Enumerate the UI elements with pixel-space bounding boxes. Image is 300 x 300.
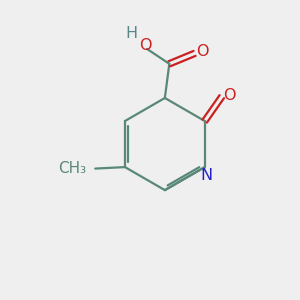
Text: O: O — [224, 88, 236, 103]
Text: O: O — [139, 38, 152, 53]
Text: N: N — [200, 168, 212, 183]
Text: H: H — [125, 26, 138, 41]
Text: O: O — [196, 44, 209, 59]
Text: CH₃: CH₃ — [58, 161, 86, 176]
